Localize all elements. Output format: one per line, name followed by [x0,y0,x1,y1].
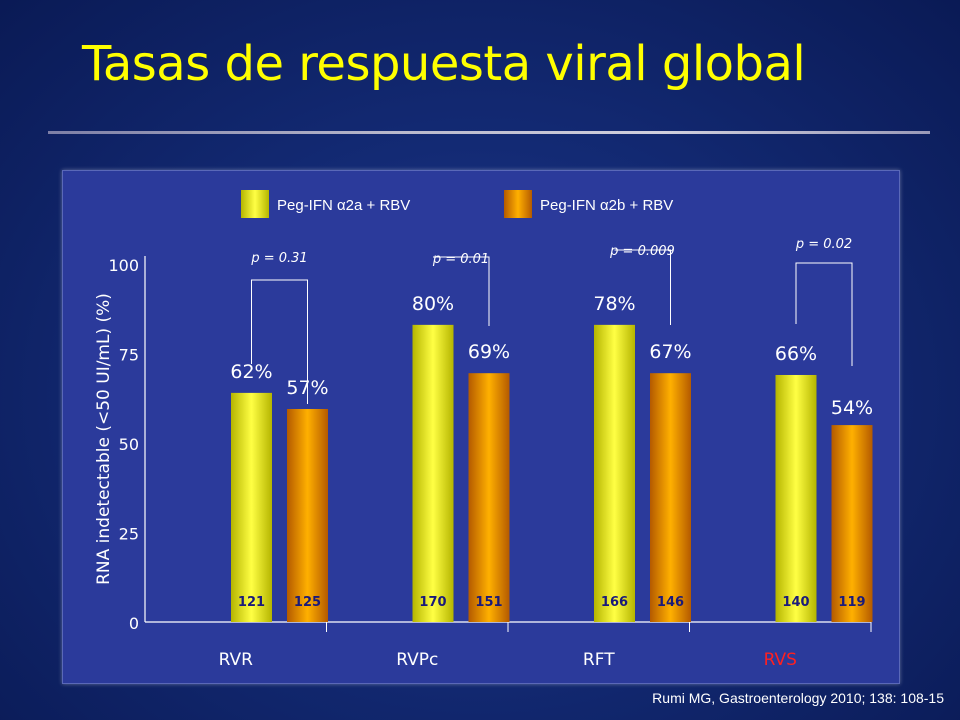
bar-value-label: 67% [649,341,691,363]
bar [468,373,510,622]
x-category-label: RVR [219,650,254,670]
significance-bracket [614,249,671,325]
x-category-label: RFT [583,650,615,670]
bar-value-label: 54% [831,397,873,419]
bar [231,392,272,622]
bar [412,324,454,622]
bar-value-label: 66% [775,343,817,365]
title-divider [48,131,930,134]
bar-n-label: 146 [657,595,684,610]
bar-chart: 0 25 50 75 100 RNA indetectable (<50 UI/mL) (… [94,190,873,670]
p-value-label: p = 0.31 [250,251,307,266]
significance-bracket [433,256,490,326]
y-tick-label: 50 [119,435,139,454]
y-tick-label: 25 [119,525,139,544]
legend-label: Peg-IFN α2a + RBV [277,197,410,214]
significance-bracket [795,262,853,366]
p-value-label: p = 0.01 [432,252,489,267]
bar-n-label: 170 [419,595,446,610]
bar-value-label: 57% [286,377,328,399]
x-category-label: RVS [764,650,797,670]
legend-label: Peg-IFN α2b + RBV [540,197,673,214]
legend-swatch [504,190,532,218]
bar [775,374,817,622]
bar-n-label: 151 [475,595,502,610]
legend-swatch [241,190,269,218]
bar-n-label: 125 [294,595,321,610]
citation: Rumi MG, Gastroenterology 2010; 138: 108… [652,690,944,706]
bar-n-label: 140 [782,595,809,610]
bar-n-label: 119 [838,595,865,610]
y-tick-label: 75 [119,346,139,365]
bar-value-label: 80% [412,293,454,315]
bar [831,425,873,622]
x-category-label: RVPc [396,650,438,670]
p-value-label: p = 0.009 [609,244,675,259]
bar-value-label: 62% [230,361,272,383]
y-tick-label: 0 [129,614,139,633]
bar-value-label: 69% [468,341,510,363]
bar [594,324,635,622]
significance-bracket [251,279,308,404]
bar-value-label: 78% [593,293,635,315]
p-value-label: p = 0.02 [795,237,852,252]
bar-n-label: 121 [238,595,265,610]
y-axis-label: RNA indetectable (<50 UI/mL) (%) [94,293,114,585]
bar [287,408,328,622]
chart-panel: 0 25 50 75 100 RNA indetectable (<50 UI/mL) (… [62,170,900,684]
bar [650,373,691,622]
y-tick-label: 100 [108,256,139,275]
bar-n-label: 166 [601,595,628,610]
slide-title: Tasas de respuesta viral global [82,36,806,92]
